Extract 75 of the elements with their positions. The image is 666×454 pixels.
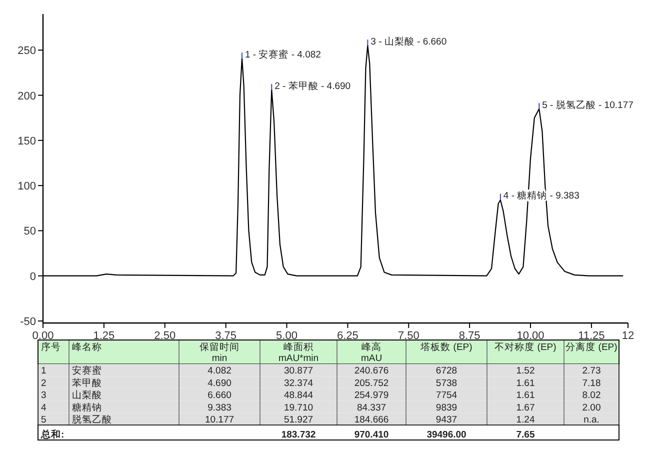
text: 184.666 xyxy=(354,414,389,426)
annotation: 3 - 山梨酸 - 6.660 xyxy=(370,36,447,48)
annotation: 2 - 苯甲酸 - 4.690 xyxy=(274,80,351,92)
x-tick-label: 5.00 xyxy=(276,330,298,342)
x-tick-label: 3.75 xyxy=(215,330,237,342)
text: 4.690 xyxy=(208,378,232,389)
text: 19.710 xyxy=(284,402,314,414)
y-tick-label: 100 xyxy=(18,180,36,193)
y-tick-label: 200 xyxy=(18,90,36,102)
text: 6.660 xyxy=(208,390,232,402)
y-tick-label: 50 xyxy=(24,226,36,238)
text: 8.02 xyxy=(582,390,601,402)
text: 84.337 xyxy=(356,402,386,414)
x-tick-label: 7.50 xyxy=(398,330,420,342)
text: 不对称度 (EP) xyxy=(494,341,556,353)
text: 序号 xyxy=(41,341,61,353)
text: 7.65 xyxy=(516,430,536,440)
text: 1.61 xyxy=(516,390,535,402)
text: 183.732 xyxy=(281,430,316,440)
text: 4 xyxy=(41,402,46,414)
text: 总和: xyxy=(40,428,64,440)
text: 2.00 xyxy=(582,402,601,414)
x-tick-label: 2.50 xyxy=(154,330,176,342)
x-tick-label: 0.00 xyxy=(32,330,54,342)
text: 5738 xyxy=(436,378,458,389)
text: 32.374 xyxy=(284,378,314,389)
text: 6728 xyxy=(436,366,458,377)
text: 4.082 xyxy=(208,366,232,377)
text: 安赛蜜 xyxy=(72,364,102,377)
text: 峰名称 xyxy=(72,341,102,353)
x-tick-label: 8.75 xyxy=(458,330,480,342)
y-tick-label: -50 xyxy=(20,316,36,328)
text: 7.18 xyxy=(582,378,601,389)
text: 峰高 mAU xyxy=(360,341,382,364)
x-tick-label: 1.25 xyxy=(93,330,115,342)
annotation: 1 - 安赛蜜 - 4.082 xyxy=(244,48,321,61)
text: 保留时间 min xyxy=(200,341,240,364)
x-tick-label: 6.25 xyxy=(336,330,358,342)
text: 苯甲酸 xyxy=(72,376,102,389)
text: 30.877 xyxy=(284,366,314,377)
text: 7754 xyxy=(436,390,458,402)
text: 2.73 xyxy=(582,366,601,377)
x-tick-label: 12 xyxy=(622,330,634,342)
text: 9437 xyxy=(436,414,458,426)
text: 分离度 (EP) xyxy=(566,341,618,353)
text: 10.177 xyxy=(204,414,234,426)
text: 205.752 xyxy=(354,378,389,389)
y-tick-label: 150 xyxy=(18,135,36,148)
x-tick-label: 11.25 xyxy=(578,330,605,342)
annotation: 5 - 脱氢乙酸 - 10.177 xyxy=(542,99,634,112)
text: 48.844 xyxy=(284,390,314,402)
text: 1 xyxy=(41,366,46,377)
y-tick-label: 250 xyxy=(18,45,36,58)
text: 脱氢乙酸 xyxy=(72,414,112,426)
text: 51.927 xyxy=(284,414,314,426)
text: 1.24 xyxy=(516,414,535,426)
text: n.a. xyxy=(584,414,600,426)
y-tick-label: 0 xyxy=(30,270,36,283)
text: 240.676 xyxy=(354,366,389,377)
text: 3 xyxy=(41,390,46,402)
text: 峰面积 mAU*min xyxy=(278,341,319,364)
text: 1.61 xyxy=(516,378,535,389)
text: 39496.00 xyxy=(426,430,466,440)
text: 254.979 xyxy=(354,390,389,402)
text: 糖精钠 xyxy=(72,401,102,414)
text: 2 xyxy=(41,378,46,389)
text: 山梨酸 xyxy=(72,389,102,402)
text: 塔板数 (EP) xyxy=(420,341,472,353)
text: 1.67 xyxy=(516,402,535,414)
text: 970.410 xyxy=(354,430,389,440)
text: 9.383 xyxy=(208,402,232,414)
x-tick-label: 10.00 xyxy=(516,330,544,342)
text: 1.52 xyxy=(516,366,535,377)
text: 9839 xyxy=(436,402,458,414)
text: 5 xyxy=(41,414,46,426)
